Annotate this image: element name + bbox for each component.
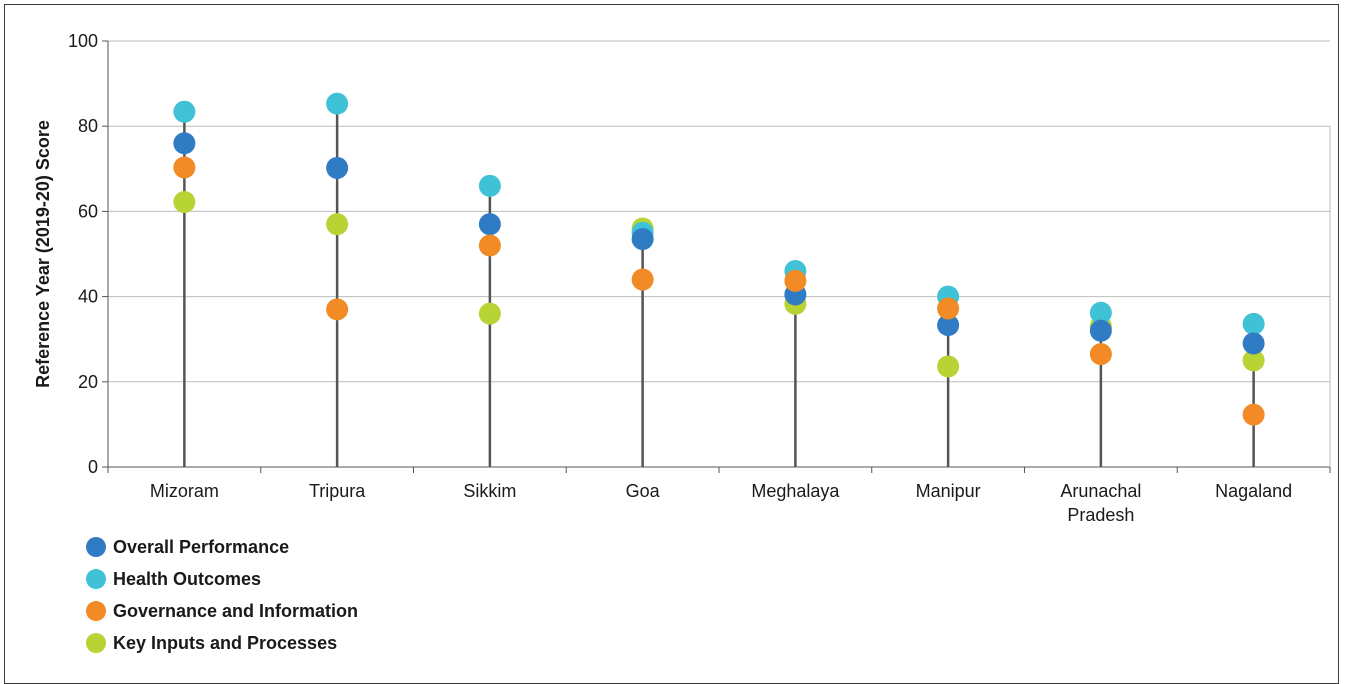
chart-legend: Overall Performance Health Outcomes Govern…: [86, 531, 358, 659]
x-tick-label: Meghalaya: [751, 481, 840, 501]
y-tick-label: 0: [88, 457, 98, 477]
data-point-2-7: [1242, 403, 1265, 426]
x-tick-label: Manipur: [916, 481, 981, 501]
legend-label: Health Outcomes: [113, 568, 262, 589]
data-point-2-6: [1089, 343, 1112, 366]
data-point-0-2: [478, 213, 501, 236]
legend-item: Health Outcomes: [86, 563, 358, 595]
y-axis-title: Reference Year (2019-20) Score: [33, 120, 53, 388]
data-point-1-0: [173, 100, 196, 123]
data-point-3-2: [478, 302, 501, 325]
data-point-0-7: [1242, 332, 1265, 355]
data-point-2-3: [631, 268, 654, 291]
data-point-2-4: [784, 269, 807, 292]
y-tick-label: 80: [78, 116, 98, 136]
x-tick-label: Sikkim: [463, 481, 516, 501]
legend-item: Overall Performance: [86, 531, 358, 563]
data-point-0-1: [326, 156, 349, 179]
data-point-3-7: [1242, 349, 1265, 372]
x-tick-label: Nagaland: [1215, 481, 1292, 501]
data-point-0-6: [1089, 319, 1112, 342]
legend-label: Governance and Information: [113, 600, 359, 621]
data-point-1-7: [1242, 312, 1265, 335]
data-point-0-0: [173, 132, 196, 155]
data-point-0-3: [631, 228, 654, 251]
x-tick-label: Mizoram: [150, 481, 219, 501]
legend-label: Key Inputs and Processes: [113, 632, 338, 653]
data-point-3-0: [173, 191, 196, 214]
data-point-3-1: [326, 213, 349, 236]
data-point-1-2: [478, 174, 501, 197]
data-point-1-6: [1089, 301, 1112, 324]
data-point-0-5: [937, 314, 960, 337]
legend-item: Key Inputs and Processes: [86, 627, 358, 659]
y-tick-label: 20: [78, 372, 98, 392]
x-tick-label: Arunachal Pradesh: [1060, 481, 1141, 525]
legend-label: Overall Performance: [113, 536, 290, 557]
legend-swatch: [86, 601, 106, 621]
data-point-2-5: [937, 297, 960, 320]
legend-item: Governance and Information: [86, 595, 358, 627]
legend-swatch: [86, 633, 106, 653]
data-point-3-5: [937, 355, 960, 378]
y-tick-label: 60: [78, 201, 98, 221]
data-point-2-0: [173, 156, 196, 179]
data-point-2-1: [326, 298, 349, 321]
data-point-1-1: [326, 92, 349, 115]
legend-swatch: [86, 569, 106, 589]
x-tick-label: Goa: [626, 481, 661, 501]
y-tick-label: 40: [78, 287, 98, 307]
data-point-2-2: [478, 234, 501, 257]
x-tick-label: Tripura: [309, 481, 366, 501]
y-tick-label: 100: [68, 31, 98, 51]
legend-swatch: [86, 537, 106, 557]
